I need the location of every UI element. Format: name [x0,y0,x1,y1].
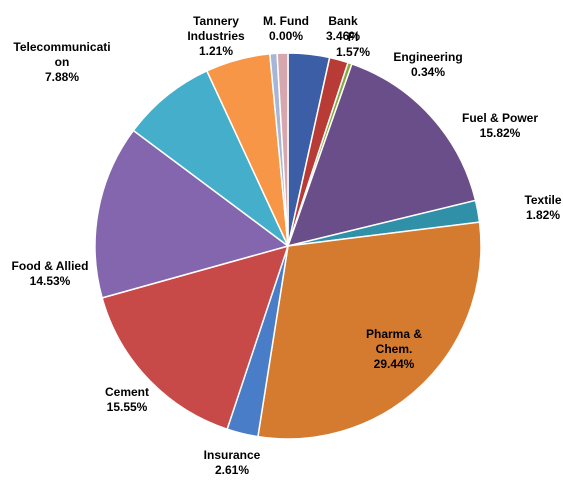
label-value: 1.21% [198,44,234,58]
label-tannery-industries: Tannery Industries 1.21% [187,14,244,59]
label-value: 0.00% [268,29,304,43]
label-text: Food & Allied [11,259,89,273]
label-value: 0.34% [410,65,446,79]
label-telecommunication: Telecommunicati on 7.88% [13,40,110,85]
label-engineering: Engineering 0.34% [393,50,462,80]
pie-slice-telecommunication [132,69,289,247]
label-text: FI [347,30,359,44]
label-value: 1.82% [525,208,561,222]
label-fi: FI 1.57% [336,30,370,60]
label-value: 1.57% [335,45,371,59]
label-text: Pharma & [365,327,423,341]
label-food-allied: Food & Allied 14.53% [12,259,89,289]
label-m-fund: M. Fund 0.00% [263,14,309,44]
label-value: 15.82% [479,126,521,140]
pie-slice-12 [276,52,289,247]
pie-slice-food-allied [94,129,290,299]
label-text: M. Fund [263,14,309,28]
label-text: Telecommunicati [13,40,111,54]
label-textile: Textile 1.82% [524,193,561,223]
label-text: Cement [104,385,150,399]
label-value: 7.88% [44,70,80,84]
label-text: Textile [524,193,562,207]
label-value: 2.61% [214,463,250,477]
label-text: Tannery [193,14,239,28]
pie-slice-cement [101,244,290,431]
pie-slice-fuel-power [286,62,477,248]
label-value: 15.55% [106,400,148,414]
pie-slice-pharma-chem [257,221,482,440]
label-text: on [54,55,70,69]
label-text: Insurance [203,448,261,462]
label-text: Bank [328,14,358,28]
label-bank: Bank 3.46% [326,14,360,44]
label-text: Industries [187,29,245,43]
label-value: 14.53% [29,274,71,288]
label-pharma-chem: Pharma & Chem. 29.44% [366,327,422,372]
label-fuel-power: Fuel & Power 15.82% [462,111,538,141]
label-text: Fuel & Power [461,111,539,125]
label-cement: Cement 15.55% [105,385,149,415]
label-value: 29.44% [373,357,415,371]
label-value: 3.46% [325,29,361,43]
label-insurance: Insurance 2.61% [204,448,261,478]
label-text: Chem. [375,342,413,356]
label-text: Engineering [393,50,463,64]
